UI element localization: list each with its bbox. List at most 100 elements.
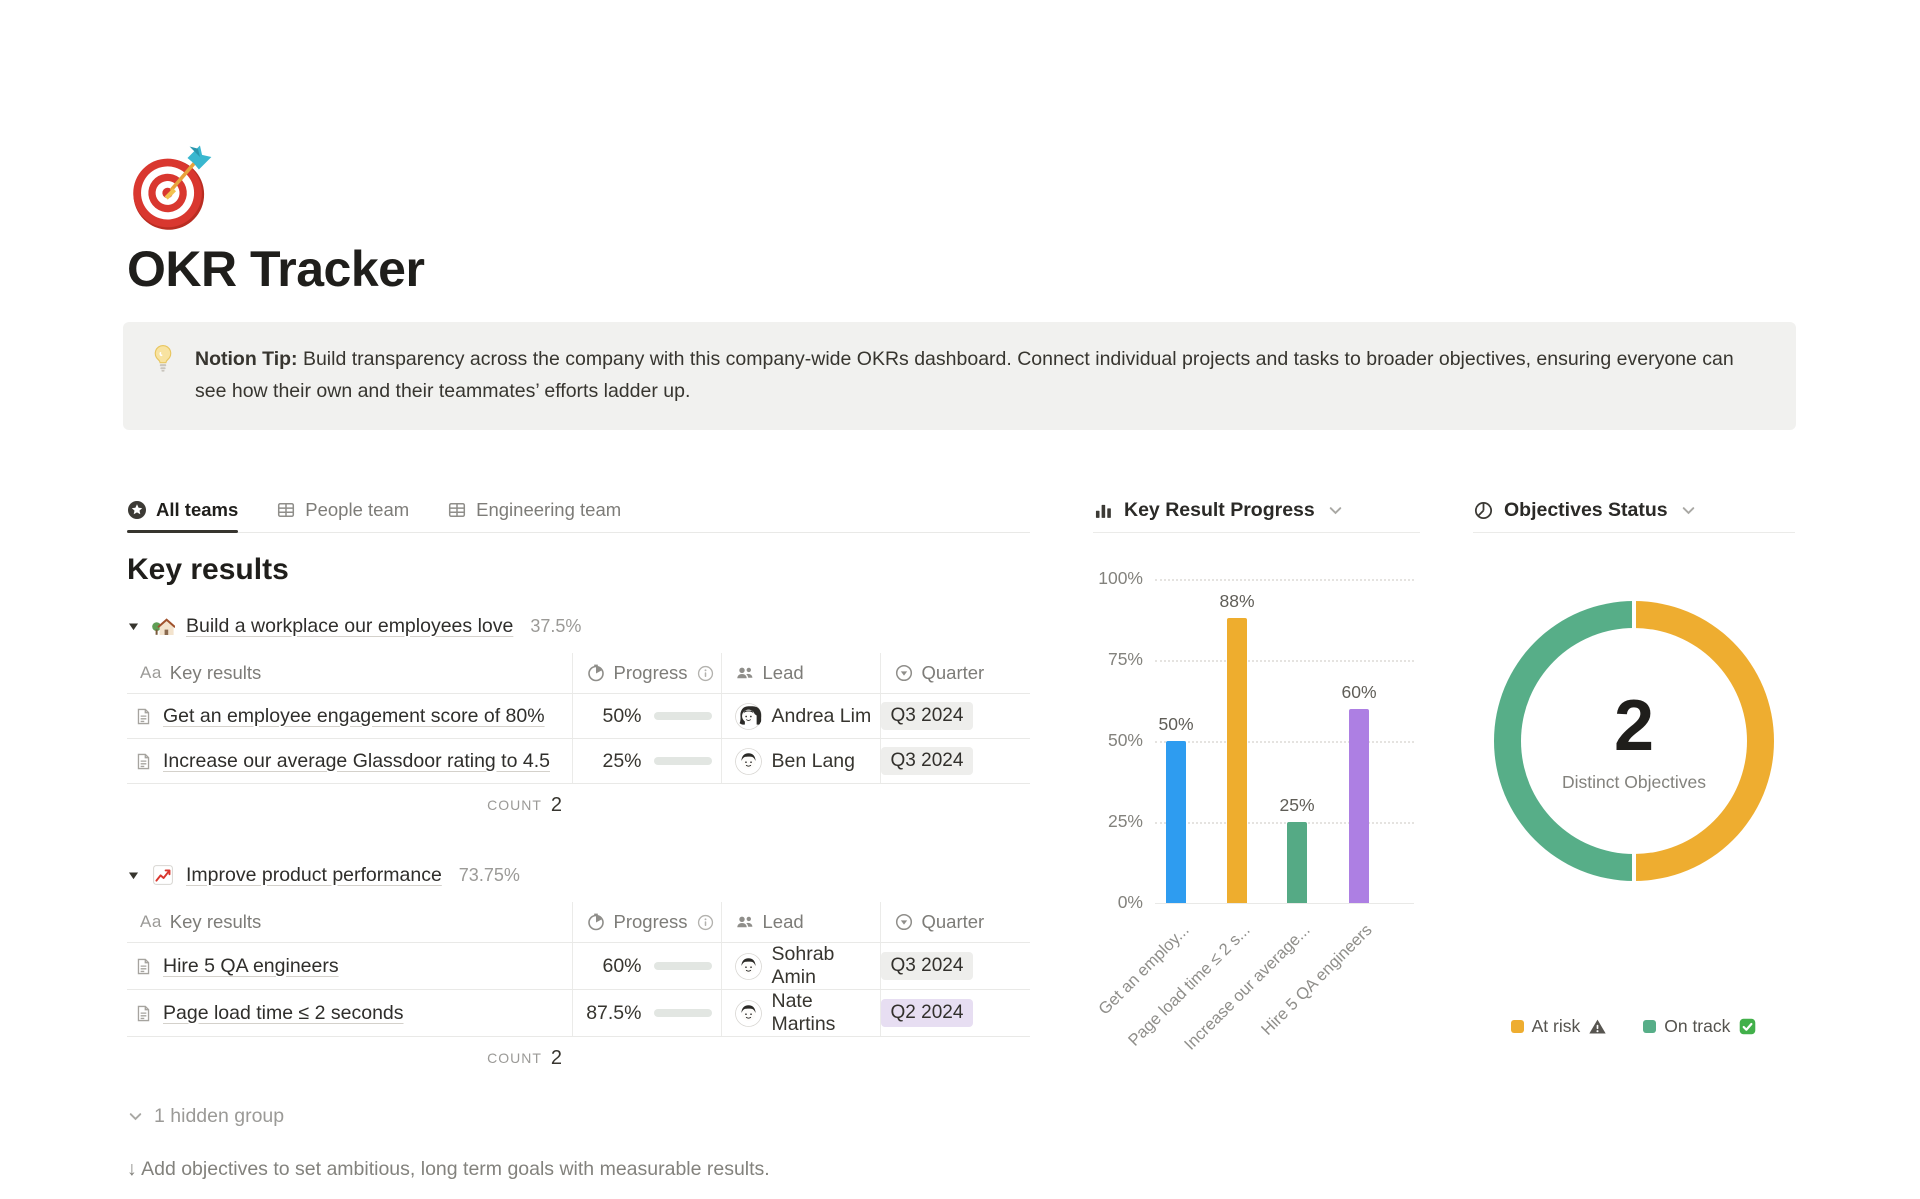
progress-percent: 60% [602,954,642,977]
quarter-cell[interactable]: Q3 2024 [879,693,1030,739]
toggle-triangle-icon[interactable] [127,869,140,882]
info-icon [696,913,715,932]
key-result-link[interactable]: Increase our average Glassdoor rating to… [163,749,550,772]
bar-hire-5-qa-engineers [1349,708,1369,903]
quarter-cell[interactable]: Q3 2024 [879,738,1030,784]
column-header-lead[interactable]: Lead [720,902,880,943]
select-circle-icon [894,663,914,683]
column-header-lead[interactable]: Lead [720,653,880,694]
select-circle-icon [894,912,914,932]
legend-swatch [1643,1020,1657,1033]
notion-tip-callout: Notion Tip: Build transparency across th… [123,322,1796,430]
timer-icon [586,663,606,683]
gridline [1155,903,1414,904]
column-header-key-results[interactable]: Aa Key results [127,902,572,943]
objectives-donut-chart: 2 Distinct Objectives [1494,601,1774,881]
people-icon [735,663,755,683]
key-result-link[interactable]: Page load time ≤ 2 seconds [163,1001,404,1024]
legend-item-on-track: On track [1643,1016,1757,1037]
legend-swatch [1510,1020,1524,1033]
progress-cell[interactable]: 87.5% [571,989,721,1037]
bar-chart-icon [1093,500,1114,521]
lead-cell[interactable]: Sohrab Amin [720,942,880,990]
key-result-cell[interactable]: Increase our average Glassdoor rating to… [127,738,572,784]
progress-bar [653,712,712,720]
timer-icon [586,912,606,932]
y-axis-tick: 50% [1107,730,1143,750]
objective-group: Improve product performance 73.75% Aa Key r… [127,860,1030,1079]
bar-page-load-time-2-s- [1227,617,1247,903]
warning-icon [1588,1017,1607,1036]
table-row: Get an employee engagement score of 80% 5… [127,693,1030,739]
key-results-panel: All teams People team Engineering team Key… [127,488,1030,1128]
progress-cell[interactable]: 60% [571,942,721,990]
gridline [1155,660,1414,662]
doc-icon [134,752,153,771]
text-Aa-icon: Aa [140,912,162,931]
column-header-label: Key results [169,662,262,683]
hidden-group-toggle[interactable]: 1 hidden group [127,1105,1030,1128]
page-icon-dart-emoji[interactable] [123,132,227,236]
key-result-cell[interactable]: Get an employee engagement score of 80% [127,693,572,739]
table-row: Increase our average Glassdoor rating to… [127,738,1030,784]
key-results-table: Aa Key results Progress Lead Quarter Get an e… [127,653,1030,784]
column-header-progress[interactable]: Progress [571,653,721,694]
distinct-objectives-label: Distinct Objectives [1562,771,1706,792]
key-result-link[interactable]: Hire 5 QA engineers [163,954,339,977]
count-value: 2 [550,793,562,816]
column-header-quarter[interactable]: Quarter [879,653,1030,694]
toggle-triangle-icon[interactable] [127,620,140,633]
lead-name: Ben Lang [771,749,856,772]
chevron-down-icon [127,1108,144,1125]
doc-icon [134,1004,153,1023]
lead-cell[interactable]: Nate Martins [720,989,880,1037]
tab-engineering-team[interactable]: Engineering team [447,488,621,532]
legend-label: At risk [1531,1016,1581,1036]
objectives-status-title[interactable]: Objectives Status [1473,488,1795,533]
avatar [734,999,762,1027]
objective-title-link[interactable]: Improve product performance [186,863,442,886]
check-icon [1738,1017,1757,1036]
objective-group-header: Improve product performance 73.75% [127,860,1030,890]
avatar [734,952,762,980]
column-header-label: Quarter [921,662,985,683]
column-header-label: Progress [613,662,688,683]
column-header-progress[interactable]: Progress [571,902,721,943]
quarter-cell[interactable]: Q3 2024 [879,942,1030,990]
tab-all-teams[interactable]: All teams [127,488,239,533]
table-icon [447,500,467,520]
text-Aa-icon: Aa [140,663,162,682]
view-tabs: All teams People team Engineering team [127,488,1030,533]
house-with-garden-emoji [151,614,175,638]
x-axis-label: Hire 5 QA engineers [1257,921,1376,1039]
key-result-link[interactable]: Get an employee engagement score of 80% [163,704,545,727]
tab-label: All teams [156,499,239,520]
count-calculation[interactable]: COUNT 2 [127,1037,572,1079]
bar-value-label: 88% [1219,590,1255,611]
lead-cell[interactable]: Ben Lang [720,738,880,784]
lead-cell[interactable]: Andrea Lim [720,693,880,739]
progress-cell[interactable]: 25% [571,738,721,784]
count-calculation[interactable]: COUNT 2 [127,784,572,826]
people-icon [735,912,755,932]
avatar [734,747,762,775]
quarter-cell[interactable]: Q2 2024 [879,989,1030,1037]
light-bulb-icon [149,343,177,373]
progress-cell[interactable]: 50% [571,693,721,739]
quarter-badge: Q3 2024 [880,747,974,775]
bar-value-label: 60% [1341,681,1377,702]
column-header-quarter[interactable]: Quarter [879,902,1030,943]
count-label: COUNT [487,797,542,813]
objective-group: Build a workplace our employees love 37.5… [127,611,1030,826]
y-axis-tick: 75% [1107,649,1143,669]
key-result-progress-title[interactable]: Key Result Progress [1093,488,1420,533]
key-result-cell[interactable]: Hire 5 QA engineers [127,942,572,990]
table-header-row: Aa Key results Progress Lead Quarter [127,902,1030,943]
quarter-badge: Q3 2024 [880,952,974,980]
column-header-key-results[interactable]: Aa Key results [127,653,572,694]
y-axis-tick: 25% [1107,811,1143,831]
objective-title-link[interactable]: Build a workplace our employees love [186,614,514,637]
key-result-cell[interactable]: Page load time ≤ 2 seconds [127,989,572,1037]
tab-people-team[interactable]: People team [276,488,409,532]
bar-value-label: 25% [1279,795,1315,815]
